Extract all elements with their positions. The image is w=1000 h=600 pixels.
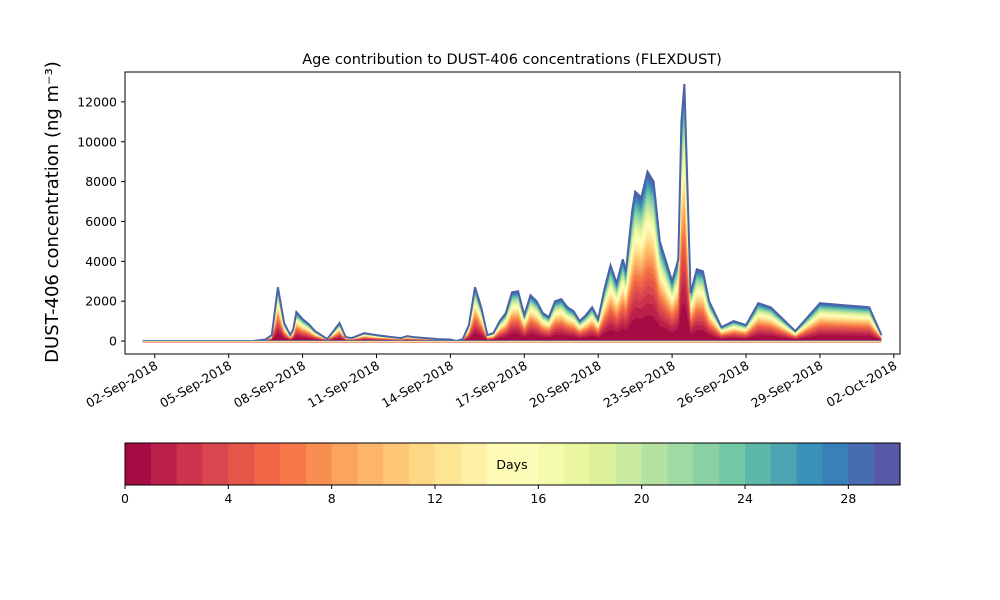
colorbar-cell bbox=[590, 443, 617, 485]
colorbar-cell bbox=[770, 443, 798, 485]
colorbar-tick-label: 0 bbox=[121, 491, 129, 506]
colorbar-cell bbox=[745, 443, 772, 485]
y-tick-label: 4000 bbox=[85, 254, 117, 269]
y-tick-label: 12000 bbox=[77, 94, 117, 109]
y-axis-label: DUST-406 concentration (ng m⁻³) bbox=[42, 61, 63, 363]
colorbar-cell bbox=[848, 443, 875, 485]
x-tick-label: 17-Sep-2018 bbox=[453, 358, 530, 411]
colorbar-cell bbox=[357, 443, 384, 485]
y-tick-label: 6000 bbox=[85, 214, 117, 229]
colorbar-cell bbox=[486, 443, 514, 485]
colorbar-cell bbox=[280, 443, 307, 485]
plot-area bbox=[142, 83, 883, 343]
colorbar-cell bbox=[615, 443, 643, 485]
age-layers bbox=[142, 84, 882, 342]
y-tick-label: 0 bbox=[109, 334, 117, 349]
colorbar-cell bbox=[125, 443, 152, 485]
colorbar-tick-label: 28 bbox=[840, 491, 856, 506]
colorbar-tick-label: 16 bbox=[530, 491, 546, 506]
colorbar-cell bbox=[667, 443, 694, 485]
colorbar-cell bbox=[435, 443, 462, 485]
colorbar-cell bbox=[822, 443, 849, 485]
colorbar-tick-label: 24 bbox=[737, 491, 753, 506]
colorbar-cell bbox=[564, 443, 591, 485]
colorbar-tick-label: 8 bbox=[328, 491, 336, 506]
colorbar-frame bbox=[124, 442, 901, 486]
chart-title: Age contribution to DUST-406 concentrati… bbox=[302, 52, 722, 68]
y-axis-ticks: 0 2000 4000 6000 8000 10000 12000 bbox=[77, 94, 125, 349]
colorbar-cell bbox=[693, 443, 720, 485]
colorbar-cell bbox=[331, 443, 359, 485]
colorbar-cell bbox=[538, 443, 565, 485]
x-tick-label: 26-Sep-2018 bbox=[674, 358, 751, 411]
x-tick-label: 29-Sep-2018 bbox=[748, 358, 825, 411]
x-tick-label: 23-Sep-2018 bbox=[601, 358, 678, 411]
x-tick-label: 08-Sep-2018 bbox=[231, 358, 308, 411]
colorbar-ticks: 0 4 8 12 16 20 24 28 bbox=[121, 485, 856, 506]
y-tick-label: 8000 bbox=[85, 174, 117, 189]
age-layer bbox=[142, 245, 882, 341]
x-tick-label: 11-Sep-2018 bbox=[305, 358, 382, 411]
x-tick-label: 20-Sep-2018 bbox=[527, 358, 604, 411]
colorbar-cell bbox=[796, 443, 824, 485]
colorbar-cells bbox=[125, 443, 901, 485]
colorbar-cell bbox=[512, 443, 539, 485]
colorbar-tick-label: 20 bbox=[634, 491, 650, 506]
colorbar-tick-label: 4 bbox=[224, 491, 232, 506]
colorbar-cell bbox=[254, 443, 281, 485]
x-tick-label: 05-Sep-2018 bbox=[157, 358, 234, 411]
colorbar: Days 0 4 8 12 16 20 24 28 bbox=[121, 442, 901, 506]
colorbar-cell bbox=[150, 443, 178, 485]
colorbar-cell bbox=[874, 443, 901, 485]
colorbar-cell bbox=[409, 443, 436, 485]
age-layer bbox=[142, 268, 882, 341]
colorbar-cell bbox=[719, 443, 746, 485]
colorbar-cell bbox=[460, 443, 488, 485]
age-layer bbox=[142, 301, 882, 341]
total-concentration-line bbox=[142, 83, 883, 343]
colorbar-cell bbox=[202, 443, 229, 485]
plot-frame bbox=[124, 71, 901, 355]
x-axis-ticks: 02-Sep-201805-Sep-201808-Sep-201811-Sep-… bbox=[83, 354, 899, 411]
colorbar-cell bbox=[305, 443, 333, 485]
age-layer bbox=[142, 256, 882, 341]
x-tick-label: 14-Sep-2018 bbox=[379, 358, 456, 411]
colorbar-cell bbox=[176, 443, 204, 485]
x-tick-label: 02-Sep-2018 bbox=[83, 358, 160, 411]
colorbar-cell bbox=[383, 443, 410, 485]
colorbar-cell bbox=[641, 443, 669, 485]
age-layer bbox=[142, 283, 882, 341]
colorbar-cell bbox=[228, 443, 255, 485]
y-tick-label: 10000 bbox=[77, 134, 117, 149]
colorbar-tick-label: 12 bbox=[427, 491, 443, 506]
y-tick-label: 2000 bbox=[85, 294, 117, 309]
x-tick-label: 02-Oct-2018 bbox=[824, 358, 900, 410]
colorbar-label: Days bbox=[496, 457, 527, 472]
baseline-stripes bbox=[142, 340, 882, 343]
